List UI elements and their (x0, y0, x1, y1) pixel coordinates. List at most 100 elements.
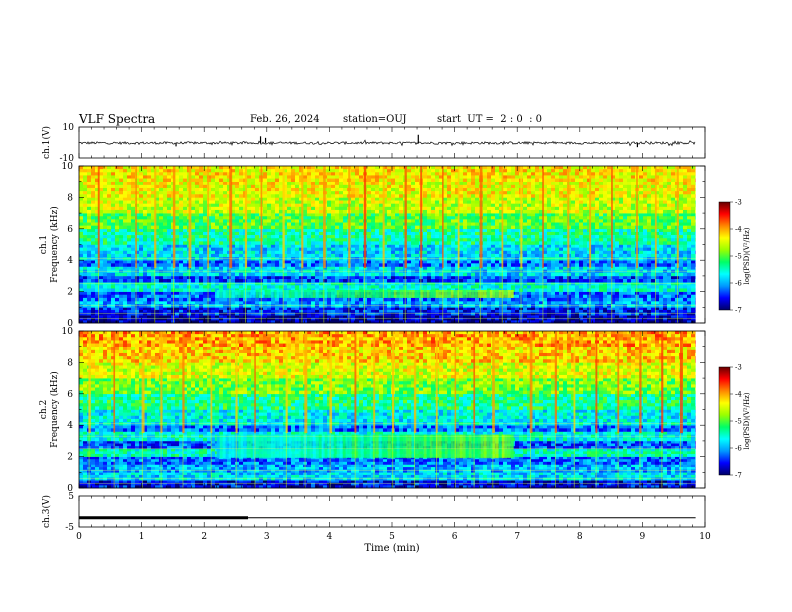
x-axis-label: Time (min) (364, 543, 419, 554)
sferic-streak (679, 331, 683, 434)
sferic-streak (235, 331, 238, 434)
sferic-streak (420, 166, 423, 269)
x-tick-label: 9 (640, 532, 646, 542)
sferic-streak (654, 166, 657, 269)
sferic-streak (88, 331, 91, 434)
y-tick-label: 2 (67, 453, 73, 463)
x-tick-label: 4 (327, 532, 333, 542)
x-tick-label: 5 (389, 532, 395, 542)
sferic-streak (382, 166, 385, 269)
sferic-streak (160, 331, 163, 434)
plot-date: Feb. 26, 2024 (250, 114, 320, 125)
sferic-streak (617, 331, 620, 434)
y-tick-label: 4 (67, 256, 73, 266)
sferic-streak (113, 331, 116, 434)
sferic-streak (282, 166, 285, 269)
ch2-spectrogram-colorbar (718, 366, 731, 476)
sferic-streak (141, 331, 145, 434)
sferic-streak (301, 166, 304, 269)
sferic-streak (661, 331, 664, 434)
y-tick-label: 0 (67, 319, 73, 329)
sferic-streak (573, 331, 576, 434)
sferic-streak (304, 331, 308, 434)
colorbar-tick-label: -4 (735, 391, 742, 399)
sferic-streak (492, 331, 495, 434)
ch1-spectrogram-ylabel: ch.1 (39, 235, 49, 254)
ch2-spectrogram-colorbar-label: log(PSD)(V²/Hz) (743, 392, 751, 449)
colorbar-tick-label: -3 (735, 199, 742, 207)
y-tick-label: 6 (67, 390, 73, 400)
x-tick-label: 0 (76, 532, 82, 542)
colorbar-tick-label: -6 (735, 445, 742, 453)
sferic-streak (329, 331, 333, 434)
ch2-spectrogram-cells (79, 331, 696, 489)
x-tick-label: 3 (264, 532, 270, 542)
colorbar-tick-label: -7 (735, 307, 742, 315)
sferic-streak (97, 166, 100, 269)
y-tick-label: 10 (62, 327, 74, 337)
y-tick-label: 8 (67, 358, 73, 368)
sferic-streak (501, 166, 504, 269)
colorbar-tick-label: -5 (735, 418, 742, 426)
sferic-streak (567, 166, 570, 269)
sferic-streak (589, 166, 592, 269)
sferic-streak (182, 331, 185, 434)
colorbar-tick-label: -7 (735, 472, 742, 480)
sferic-streak (260, 166, 263, 269)
sferic-streak (373, 331, 376, 434)
ch1-spectrogram-cells (79, 166, 696, 324)
colorbar-tick-label: -5 (735, 253, 742, 261)
sferic-streak (554, 331, 557, 434)
sferic-streak (611, 166, 613, 269)
ch1-waveform-trace (78, 139, 696, 147)
sferic-streak (676, 166, 679, 269)
x-tick-label: 7 (514, 532, 520, 542)
sferic-streak (479, 166, 483, 269)
y-tick-label: 5 (68, 492, 74, 502)
y-tick-label: 8 (67, 193, 73, 203)
y-tick-label: 10 (63, 123, 75, 133)
y-tick-label: -5 (65, 523, 74, 533)
sferic-streak (210, 331, 213, 434)
sferic-streak (413, 331, 417, 434)
y-tick-label: -10 (60, 154, 75, 164)
sferic-streak (529, 331, 533, 434)
ch3-ylabel: ch.3(V) (41, 495, 52, 528)
sferic-streak (520, 166, 523, 269)
sferic-streak (323, 166, 326, 269)
ch2-spectrogram-ylabel: ch.2 (39, 400, 49, 419)
sferic-streak (154, 166, 157, 269)
y-tick-label: 0 (67, 484, 73, 494)
x-tick-label: 8 (577, 532, 583, 542)
sferic-streak (135, 166, 137, 269)
sferic-streak (363, 166, 367, 269)
y-tick-label: 10 (62, 162, 74, 172)
sferic-streak (454, 331, 457, 434)
sferic-streak (207, 166, 209, 269)
sferic-streak (244, 166, 248, 269)
sferic-streak (595, 331, 598, 434)
colorbar-tick-label: -6 (735, 280, 742, 288)
ch1-spectrogram-colorbar (718, 201, 731, 311)
sferic-streak (639, 331, 642, 434)
ch2-spectrogram-emission (216, 434, 514, 459)
sferic-streak (473, 331, 476, 434)
x-tick-label: 10 (699, 532, 711, 542)
y-tick-label: 2 (67, 288, 73, 298)
sferic-streak (636, 166, 638, 269)
ch1-spectrogram-ylabel2: Frequency (kHz) (49, 206, 60, 283)
sferic-streak (457, 166, 460, 269)
sferic-streak (404, 166, 407, 269)
sferic-streak (188, 166, 192, 269)
x-tick-label: 2 (201, 532, 207, 542)
colorbar-tick-label: -4 (735, 226, 742, 234)
colorbar-tick-label: -3 (735, 364, 742, 372)
sferic-streak (348, 166, 351, 269)
ch2-spectrogram-ylabel2: Frequency (kHz) (49, 371, 60, 448)
ch1-spectrogram-colorbar-label: log(PSD)(V²/Hz) (743, 227, 751, 284)
sferic-streak (392, 331, 395, 434)
x-tick-label: 6 (452, 532, 458, 542)
y-tick-label: 4 (67, 421, 73, 431)
